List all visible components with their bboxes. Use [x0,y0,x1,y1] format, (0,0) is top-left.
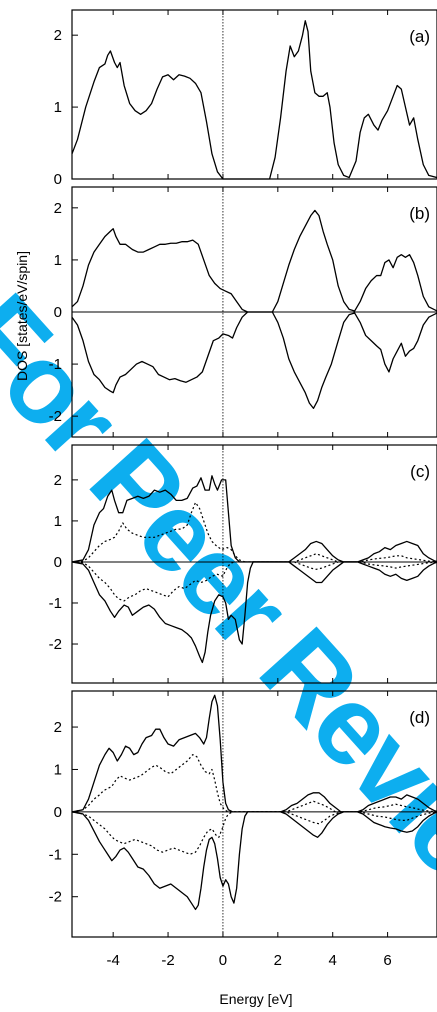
y-tick-label: 1 [54,761,62,778]
y-tick-label: 1 [54,252,62,269]
y-tick-label: 2 [54,200,62,217]
y-tick-label: -2 [49,636,62,653]
dos-curve-up-solid [71,475,437,563]
x-tick-label: 4 [329,952,337,969]
y-tick-label: 1 [54,513,62,530]
x-tick-label: 2 [274,952,282,969]
dos-curve-up-dotted [71,501,437,563]
panel-frame [71,690,437,938]
panel-label: (c) [410,462,430,481]
dos-curve-down-solid [71,561,437,664]
panel-c: -2 -1 0 1 2 (c) [49,444,437,684]
watermark-text: For Peer Review [0,271,437,961]
x-tick-label: -4 [106,952,119,969]
y-tick-label: -1 [49,595,62,612]
y-tick-label: -1 [49,356,62,373]
dos-curve-down-dotted [71,811,437,855]
y-tick-label: 1 [54,99,62,116]
dos-curve-up-dotted [71,754,437,813]
x-tick-label: 6 [383,952,391,969]
y-tick-label: 0 [54,171,62,188]
plot-area: 0 1 2 (a) -2 -1 0 1 2 (b) -2 -1 0 1 2 (c) -2 -1 0 1 2 (d) -4 -2… [49,9,437,969]
dos-curve-up-solid [71,694,437,813]
y-tick-label: -1 [49,846,62,863]
dos-curve-up-solid [71,20,437,180]
y-tick-label: 2 [54,472,62,489]
dos-curve-down-solid [71,811,437,911]
panel-d: -2 -1 0 1 2 (d) [49,690,437,938]
panel-label: (d) [409,708,430,727]
x-tick-label: -2 [161,952,174,969]
panel-label: (a) [409,27,430,46]
panel-b: -2 -1 0 1 2 (b) [49,186,437,438]
y-tick-label: 0 [54,804,62,821]
panel-label: (b) [409,204,430,223]
x-tick-label: 0 [219,952,227,969]
y-tick-label: 0 [54,554,62,571]
dos-curve-up-solid [71,209,437,313]
y-tick-label: 2 [54,27,62,44]
x-axis-label: Energy [eV] [219,991,292,1007]
y-tick-label: 2 [54,719,62,736]
y-tick-label: -2 [49,408,62,425]
panel-frame [71,444,437,684]
y-tick-label: -2 [49,889,62,906]
dos-curve-down-solid [71,311,437,409]
y-axis-label: DOS [states/eV/spin] [14,251,30,381]
watermark: For Peer Review [0,271,437,961]
y-tick-label: 0 [54,304,62,321]
panel-a: 0 1 2 (a) [54,9,437,188]
